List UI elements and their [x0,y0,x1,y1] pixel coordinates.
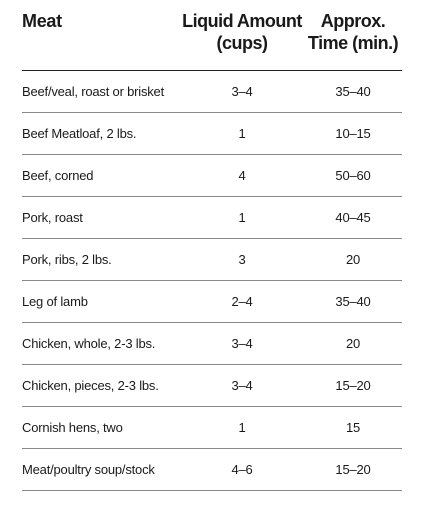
header-time-line1: Approx. [320,11,386,31]
cell-meat: Pork, ribs, 2 lbs. [22,252,112,267]
cell-time: 50–60 [335,168,371,183]
cell-meat: Beef/veal, roast or brisket [22,84,164,99]
cell-time: 15–20 [335,462,371,477]
table-row: Leg of lamb 2–4 35–40 [22,281,402,323]
cell-liquid: 2–4 [231,294,253,309]
cell-time: 20 [345,336,361,351]
cell-time: 35–40 [335,84,371,99]
header-meat-label: Meat [22,11,62,31]
cell-meat: Cornish hens, two [22,420,123,435]
cell-time: 15 [345,420,361,435]
table-row: Chicken, pieces, 2-3 lbs. 3–4 15–20 [22,365,402,407]
cell-time: 35–40 [335,294,371,309]
cell-meat: Leg of lamb [22,294,88,309]
cell-meat: Beef, corned [22,168,94,183]
table-row: Pork, roast 1 40–45 [22,197,402,239]
header-liquid-line2: (cups) [216,33,269,53]
cell-time: 10–15 [335,126,371,141]
cell-liquid: 1 [238,210,246,225]
table-row: Beef/veal, roast or brisket 3–4 35–40 [22,71,402,113]
cell-liquid: 1 [238,126,246,141]
cell-meat: Beef Meatloaf, 2 lbs. [22,126,137,141]
header-approx-time: Approx. Time (min.) [304,10,402,54]
cell-meat: Chicken, whole, 2-3 lbs. [22,336,156,351]
cell-meat: Pork, roast [22,210,83,225]
cell-meat: Chicken, pieces, 2-3 lbs. [22,378,159,393]
cell-liquid: 4–6 [231,462,253,477]
table-row: Pork, ribs, 2 lbs. 3 20 [22,239,402,281]
cell-time: 40–45 [335,210,371,225]
cell-liquid: 4 [238,168,246,183]
table-row: Meat/poultry soup/stock 4–6 15–20 [22,449,402,491]
table-header: Meat Liquid Amount (cups) Approx. Time (… [22,8,402,71]
header-liquid-line1: Liquid Amount [182,11,302,31]
cell-liquid: 3 [238,252,246,267]
header-liquid-amount: Liquid Amount (cups) [182,10,302,54]
table-row: Chicken, whole, 2-3 lbs. 3–4 20 [22,323,402,365]
table-row: Cornish hens, two 1 15 [22,407,402,449]
table-row: Beef, corned 4 50–60 [22,155,402,197]
table-body: Beef/veal, roast or brisket 3–4 35–40 Be… [22,71,402,491]
cell-time: 20 [345,252,361,267]
cell-time: 15–20 [335,378,371,393]
header-time-line2: Time (min.) [307,33,399,53]
cell-liquid: 3–4 [231,378,253,393]
cell-meat: Meat/poultry soup/stock [22,462,155,477]
cell-liquid: 3–4 [231,336,253,351]
cooking-table: Meat Liquid Amount (cups) Approx. Time (… [22,8,402,491]
header-meat: Meat [22,10,62,32]
cell-liquid: 1 [238,420,246,435]
table-row: Beef Meatloaf, 2 lbs. 1 10–15 [22,113,402,155]
cell-liquid: 3–4 [231,84,253,99]
